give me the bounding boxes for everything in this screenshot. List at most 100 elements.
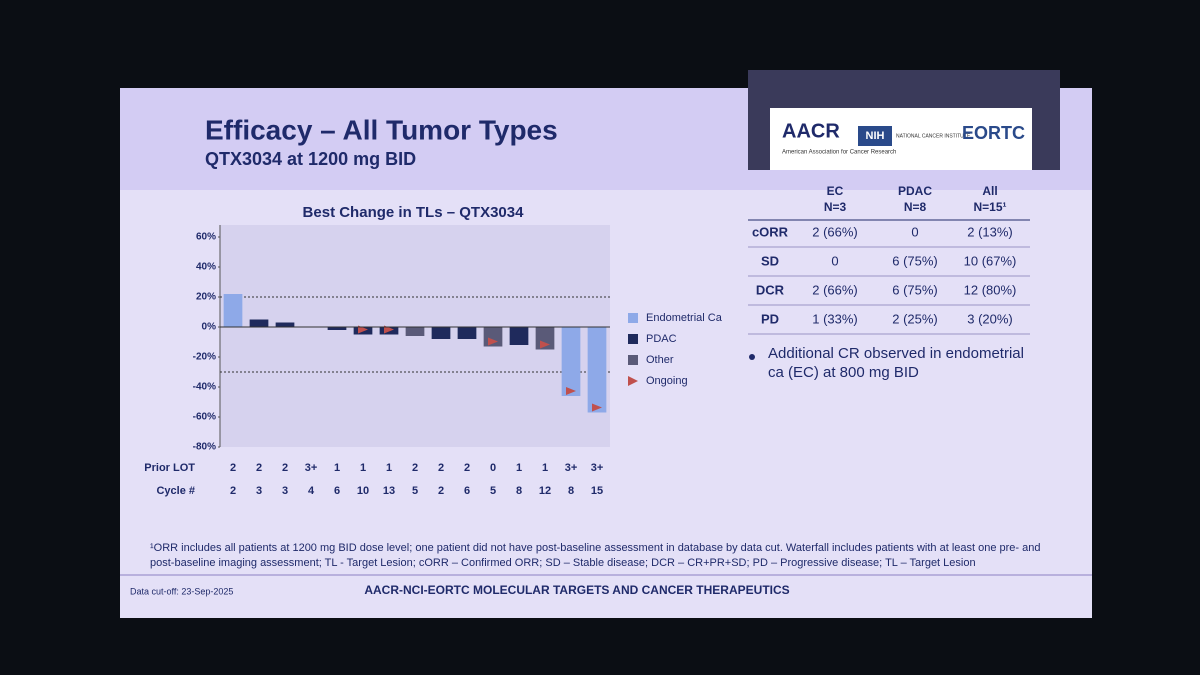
- bar: [405, 327, 425, 336]
- row-value: 15: [591, 485, 603, 497]
- bullet-text: Additional CR observed in endometrial: [768, 345, 1024, 362]
- row-value: 4: [308, 485, 315, 497]
- row-value: 2: [282, 462, 288, 474]
- row-value: 5: [490, 485, 496, 497]
- row-value: 10: [357, 485, 369, 497]
- nih-badge: [858, 126, 892, 146]
- table-header: N=3: [824, 200, 847, 214]
- logo-aacr-sub: American Association for Cancer Research: [782, 150, 896, 156]
- table-header: PDAC: [898, 184, 932, 198]
- logo-nih: NIH: [866, 130, 885, 142]
- row-value: 3+: [565, 462, 578, 474]
- ongoing-marker: [488, 337, 498, 346]
- row-value: 3: [282, 485, 288, 497]
- legend-swatch: [628, 376, 638, 386]
- row-value: 3: [256, 485, 262, 497]
- row-value: 2: [438, 462, 444, 474]
- row-value: 2: [230, 462, 236, 474]
- table-cell: 0: [911, 224, 918, 239]
- legend-label: Other: [646, 354, 674, 366]
- slide-subtitle: QTX3034 at 1200 mg BID: [205, 149, 416, 169]
- legend-label: Ongoing: [646, 375, 688, 387]
- table-cell: 2 (13%): [967, 224, 1013, 239]
- ongoing-marker: [592, 403, 602, 412]
- row-value: 1: [334, 462, 340, 474]
- table-cell: 10 (67%): [964, 253, 1017, 268]
- row-value: 0: [490, 462, 496, 474]
- row-value: 12: [539, 485, 551, 497]
- row-label: Prior LOT: [144, 462, 195, 474]
- row-value: 8: [568, 485, 574, 497]
- table-cell: 6 (75%): [892, 253, 938, 268]
- row-value: 2: [464, 462, 470, 474]
- ongoing-marker: [566, 387, 576, 395]
- bar: [327, 327, 347, 330]
- legend-swatch: [628, 313, 638, 323]
- row-value: 1: [542, 462, 548, 474]
- row-value: 13: [383, 485, 395, 497]
- table-cell: 12 (80%): [964, 282, 1017, 297]
- y-tick-label: 20%: [196, 292, 216, 303]
- row-value: 2: [230, 485, 236, 497]
- row-value: 2: [438, 485, 444, 497]
- footer-rule: [120, 574, 1092, 576]
- bar: [249, 319, 269, 327]
- bar: [223, 294, 243, 327]
- legend-label: PDAC: [646, 333, 677, 345]
- y-tick-label: 60%: [196, 232, 216, 243]
- row-label: Cycle #: [156, 485, 195, 497]
- footnote: ¹ORR includes all patients at 1200 mg BI…: [150, 542, 1041, 554]
- row-value: 1: [360, 462, 366, 474]
- legend-swatch: [628, 334, 638, 344]
- row-value: 8: [516, 485, 522, 497]
- data-cut: Data cut-off: 23-Sep-2025: [130, 586, 233, 596]
- bar: [457, 327, 477, 339]
- row-value: 6: [464, 485, 470, 497]
- table-cell: 6 (75%): [892, 282, 938, 297]
- bar: [431, 327, 451, 339]
- table-header: All: [982, 184, 997, 198]
- table-header: N=8: [904, 200, 927, 214]
- table-row-label: cORR: [752, 224, 789, 239]
- logo-nci: NATIONAL CANCER INSTITUTE: [896, 133, 971, 139]
- slide-title: Efficacy – All Tumor Types: [205, 114, 558, 145]
- footnote: post-baseline imaging assessment; TL - T…: [150, 557, 976, 569]
- table-header: EC: [827, 184, 844, 198]
- bar: [587, 327, 607, 413]
- y-tick-label: -20%: [193, 352, 216, 363]
- y-tick-label: 40%: [196, 262, 216, 273]
- y-tick-label: 0%: [202, 322, 217, 333]
- bar: [275, 322, 295, 327]
- table-cell: 0: [831, 253, 838, 268]
- table-row-label: PD: [761, 311, 779, 326]
- row-value: 1: [386, 462, 392, 474]
- y-tick-label: -40%: [193, 382, 216, 393]
- bullet-dot: [749, 354, 755, 360]
- logo-aacr: AACR: [782, 120, 840, 142]
- table-cell: 2 (66%): [812, 224, 858, 239]
- bar: [561, 327, 581, 396]
- table-cell: 3 (20%): [967, 311, 1013, 326]
- legend-label: Endometrial Ca: [646, 312, 723, 324]
- row-value: 2: [412, 462, 418, 474]
- table-cell: 2 (66%): [812, 282, 858, 297]
- logo-box: [770, 108, 1032, 170]
- row-value: 2: [256, 462, 262, 474]
- row-value: 3+: [591, 462, 604, 474]
- table-header: N=15¹: [973, 200, 1006, 214]
- bar: [483, 327, 503, 347]
- table-cell: 2 (25%): [892, 311, 938, 326]
- table-row-label: SD: [761, 253, 779, 268]
- logo-eortc: EORTC: [962, 123, 1025, 143]
- y-tick-label: -80%: [193, 442, 216, 453]
- bar: [509, 327, 529, 345]
- legend-swatch: [628, 355, 638, 365]
- chart-title: Best Change in TLs – QTX3034: [303, 204, 525, 221]
- footer: AACR-NCI-EORTC MOLECULAR TARGETS AND CAN…: [364, 583, 789, 597]
- row-value: 6: [334, 485, 340, 497]
- y-tick-label: -60%: [193, 412, 216, 423]
- row-value: 1: [516, 462, 522, 474]
- bullet-text: ca (EC) at 800 mg BID: [768, 364, 919, 381]
- ongoing-marker: [540, 340, 550, 349]
